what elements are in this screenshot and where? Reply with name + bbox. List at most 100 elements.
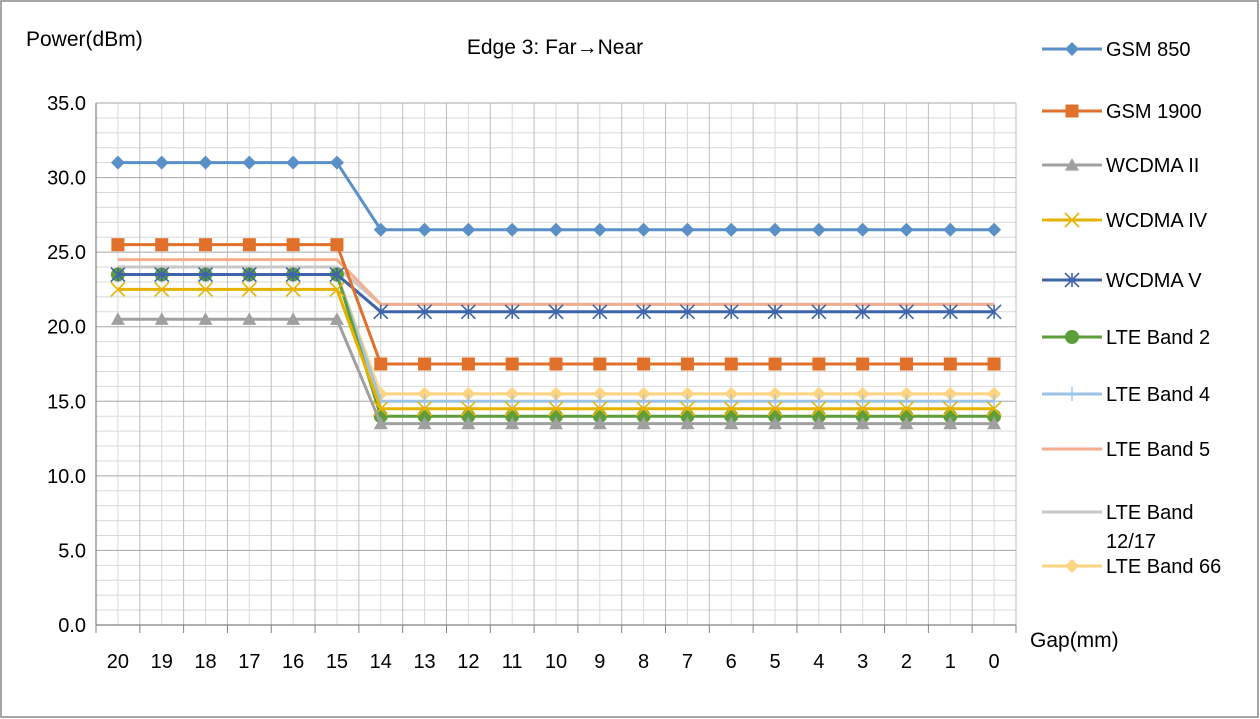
- y-tick-label: 10.0: [47, 466, 86, 488]
- y-tick-label: 0.0: [58, 615, 86, 637]
- data-point: [637, 357, 651, 371]
- data-point: [154, 155, 169, 170]
- x-tick-label: 14: [370, 651, 392, 673]
- data-point: [636, 386, 651, 401]
- x-tick-label: 7: [682, 651, 693, 673]
- data-point: [242, 312, 257, 325]
- data-point: [811, 304, 827, 320]
- x-tick-label: 5: [769, 651, 780, 673]
- data-point: [286, 238, 300, 252]
- data-point: [155, 238, 169, 252]
- data-point: [593, 357, 607, 371]
- data-point: [110, 155, 125, 170]
- data-point: [549, 386, 563, 401]
- legend-item: LTE Band 4: [1042, 384, 1210, 406]
- data-point: [461, 416, 476, 430]
- data-point: [154, 281, 170, 297]
- data-point: [768, 357, 782, 371]
- x-tick-label: 15: [326, 651, 348, 673]
- x-tick-label: 3: [857, 651, 868, 673]
- data-point: [680, 394, 695, 409]
- data-point: [636, 416, 651, 430]
- data-point: [1065, 387, 1079, 401]
- data-point: [329, 312, 344, 325]
- x-tick-label: 12: [457, 651, 479, 673]
- series-lte-band-5: [117, 258, 995, 306]
- data-point: [110, 312, 125, 325]
- x-tick-label: 16: [282, 651, 304, 673]
- legend-label: GSM 850: [1106, 39, 1190, 61]
- data-point: [461, 394, 476, 409]
- data-point: [811, 222, 826, 237]
- data-point: [679, 304, 695, 320]
- data-point: [198, 312, 213, 325]
- data-point: [329, 281, 345, 297]
- x-tick-label: 1: [945, 651, 956, 673]
- legend-label: LTE Band 66: [1106, 556, 1221, 578]
- axes: 0.05.010.015.020.025.030.035.020 19 18 17 16…: [47, 93, 1017, 673]
- data-point: [724, 386, 739, 401]
- data-point: [768, 222, 783, 237]
- data-point: [636, 222, 651, 237]
- data-point: [549, 416, 563, 430]
- data-point: [723, 304, 739, 320]
- data-point: [592, 416, 607, 430]
- data-point: [899, 394, 914, 409]
- data-point: [855, 394, 870, 409]
- data-point: [767, 401, 783, 417]
- data-point: [330, 238, 344, 252]
- data-point: [1065, 42, 1079, 56]
- legend-label: WCDMA IV: [1106, 210, 1208, 232]
- data-point: [592, 304, 608, 320]
- legend-label: LTE Band 4: [1106, 384, 1210, 406]
- data-point: [987, 222, 1002, 237]
- data-point: [505, 394, 520, 409]
- data-point: [811, 386, 826, 401]
- data-point: [242, 238, 256, 252]
- data-point: [286, 155, 301, 170]
- data-point: [285, 266, 301, 283]
- data-point: [855, 386, 870, 401]
- data-point: [549, 394, 563, 409]
- data-point: [110, 266, 126, 283]
- data-point: [855, 304, 871, 320]
- data-point: [680, 416, 695, 430]
- data-point: [943, 222, 958, 237]
- data-point: [111, 238, 125, 252]
- legend-item: LTE Band 12/17: [1042, 502, 1193, 553]
- data-point: [986, 304, 1002, 320]
- data-point: [417, 222, 432, 237]
- data-point: [943, 386, 958, 401]
- y-tick-label: 35.0: [47, 93, 86, 115]
- data-point: [592, 222, 607, 237]
- data-point: [1065, 104, 1079, 118]
- data-point: [504, 401, 520, 417]
- legend-item: LTE Band 66: [1042, 556, 1221, 578]
- data-point: [942, 304, 958, 320]
- x-tick-label: 17: [238, 651, 260, 673]
- series-wcdma-iv: [110, 281, 1002, 417]
- data-point: [899, 386, 914, 401]
- x-axis-title: Gap(mm): [1030, 629, 1119, 652]
- data-point: [986, 401, 1002, 417]
- data-point: [724, 416, 739, 430]
- data-point: [110, 281, 126, 297]
- data-point: [811, 401, 827, 417]
- x-tick-label: 20: [107, 651, 129, 673]
- series-line: [117, 258, 995, 306]
- data-point: [373, 416, 388, 430]
- data-point: [724, 394, 739, 409]
- legend: GSM 850 GSM 1900 WCDMA II WCDMA IV WCDMA V LT…: [1042, 39, 1221, 578]
- data-point: [197, 281, 214, 297]
- data-point: [679, 401, 695, 417]
- data-point: [373, 222, 388, 237]
- data-point: [1064, 212, 1080, 228]
- legend-label: 12/17: [1106, 531, 1156, 553]
- x-tick-label: 10: [545, 651, 567, 673]
- legend-label: WCDMA V: [1106, 270, 1202, 292]
- x-tick-label: 4: [813, 651, 824, 673]
- legend-label: LTE Band: [1106, 502, 1193, 524]
- legend-item: WCDMA IV: [1042, 210, 1208, 232]
